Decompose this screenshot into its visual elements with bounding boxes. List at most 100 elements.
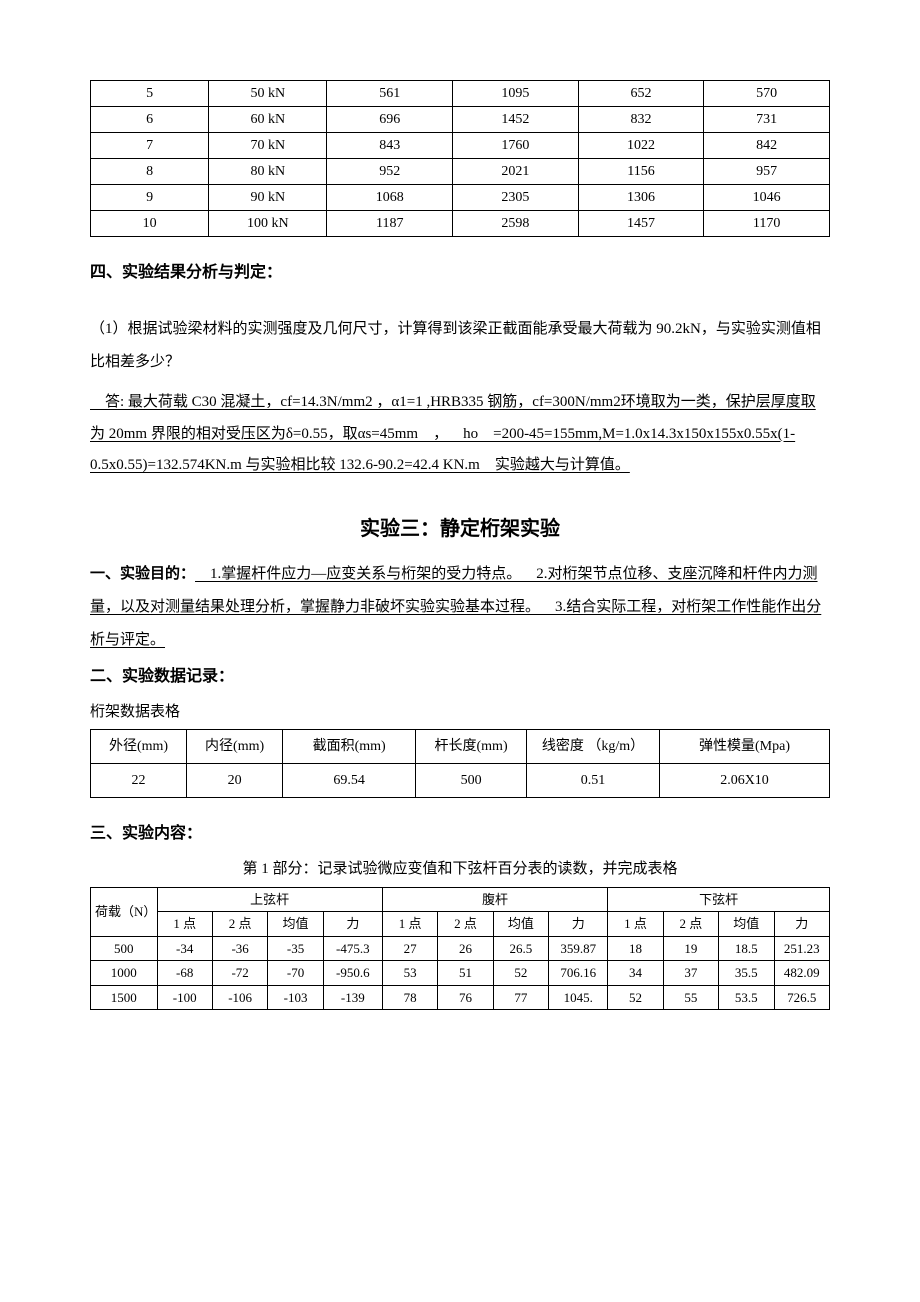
table-row: 880 kN95220211156957 [91,159,830,185]
table-cell: 18.5 [719,936,774,961]
section4-question: （1）根据试验梁材料的实测强度及几何尺寸，计算得到该梁正截面能承受最大荷载为 9… [90,313,830,379]
table-header-cell: 2 点 [438,912,493,937]
table-header-cell: 腹杆 [382,887,607,912]
table-header-cell: 力 [323,912,382,937]
table-cell: 26.5 [493,936,548,961]
table-cell: 55 [663,985,718,1010]
table-cell: 832 [578,107,704,133]
exp3-data-label: 二、实验数据记录： [90,665,830,689]
table-header-cell: 线密度 （kg/m） [526,730,659,764]
exp3-title: 实验三：静定桁架实验 [90,514,830,544]
truss-data-table: 外径(mm)内径(mm)截面积(mm)杆长度(mm)线密度 （kg/m）弹性模量… [90,729,830,798]
table-cell: 1022 [578,133,704,159]
table-cell: 52 [493,961,548,986]
table-cell: 1170 [704,211,830,237]
table-cell: 1045. [549,985,608,1010]
exp3-purpose: 一、实验目的： 1.掌握杆件应力—应变关系与桁架的受力特点。 2.对桁架节点位移… [90,558,830,657]
table-cell: 20 [187,764,283,798]
table-cell: 18 [608,936,663,961]
table-cell: -72 [212,961,267,986]
table-cell: 500 [416,764,527,798]
table-row: 770 kN84317601022842 [91,133,830,159]
table-cell: 957 [704,159,830,185]
table-cell: 6 [91,107,209,133]
table-cell: 1500 [91,985,158,1010]
table-cell: 2305 [453,185,579,211]
table-cell: 1306 [578,185,704,211]
table-header-cell: 上弦杆 [157,887,382,912]
table-cell: -36 [212,936,267,961]
table-header-cell: 均值 [493,912,548,937]
table-cell: 2598 [453,211,579,237]
table-cell: 726.5 [774,985,829,1010]
table-cell: 26 [438,936,493,961]
result-table: 荷载（N）上弦杆腹杆下弦杆1 点2 点均值力1 点2 点均值力1 点2 点均值力… [90,887,830,1011]
table-cell: 7 [91,133,209,159]
table-cell: -475.3 [323,936,382,961]
table-cell: 78 [382,985,437,1010]
table-cell: -70 [268,961,323,986]
table-cell: 0.51 [526,764,659,798]
table-cell: -100 [157,985,212,1010]
table-cell: 500 [91,936,158,961]
table-cell: 77 [493,985,548,1010]
table-cell: 10 [91,211,209,237]
table-cell: 69.54 [283,764,416,798]
table-cell: 9 [91,185,209,211]
table-cell: 80 kN [209,159,327,185]
table-cell: 50 kN [209,81,327,107]
table-cell: 2.06X10 [660,764,830,798]
exp3-purpose-label: 一、实验目的： [90,566,195,582]
table-cell: 1046 [704,185,830,211]
exp3-purpose-text: 1.掌握杆件应力—应变关系与桁架的受力特点。 2.对桁架节点位移、支座沉降和杆件… [90,566,821,648]
table-cell: -68 [157,961,212,986]
table-header-cell: 荷载（N） [91,887,158,936]
table-cell: 52 [608,985,663,1010]
table-header-cell: 力 [549,912,608,937]
table-cell: 70 kN [209,133,327,159]
exp3-content-label: 三、实验内容： [90,822,830,846]
section4-heading: 四、实验结果分析与判定： [90,261,830,285]
table-cell: 1457 [578,211,704,237]
table-cell: 842 [704,133,830,159]
table-row: 660 kN6961452832731 [91,107,830,133]
table-header-cell: 杆长度(mm) [416,730,527,764]
table-header-cell: 2 点 [212,912,267,937]
table-header-cell: 均值 [719,912,774,937]
table-cell: 5 [91,81,209,107]
table-cell: 251.23 [774,936,829,961]
table-header-cell: 外径(mm) [91,730,187,764]
table-cell: 53 [382,961,437,986]
table-header-cell: 内径(mm) [187,730,283,764]
table-row: 500-34-36-35-475.3272626.5359.87181918.5… [91,936,830,961]
table-cell: 696 [327,107,453,133]
table-cell: 1760 [453,133,579,159]
table-cell: 34 [608,961,663,986]
table-row: 1500-100-106-103-1397876771045.525553.57… [91,985,830,1010]
table-cell: -139 [323,985,382,1010]
table-cell: -106 [212,985,267,1010]
table-cell: 561 [327,81,453,107]
table-header-cell: 2 点 [663,912,718,937]
table-cell: 37 [663,961,718,986]
table-cell: 706.16 [549,961,608,986]
table-cell: 90 kN [209,185,327,211]
table-cell: 35.5 [719,961,774,986]
table-cell: 731 [704,107,830,133]
table-cell: 2021 [453,159,579,185]
table-header-cell: 下弦杆 [608,887,830,912]
table-cell: 27 [382,936,437,961]
table-header-cell: 截面积(mm) [283,730,416,764]
table-header-cell: 弹性模量(Mpa) [660,730,830,764]
section4-answer: 答: 最大荷载 C30 混凝土，cf=14.3N/mm2 ，α1=1 ,HRB3… [90,387,830,482]
table-header-cell: 力 [774,912,829,937]
table-row: 990 kN1068230513061046 [91,185,830,211]
table-cell: 100 kN [209,211,327,237]
table-cell: -950.6 [323,961,382,986]
table-cell: 19 [663,936,718,961]
table-cell: 1452 [453,107,579,133]
table-header-cell: 1 点 [157,912,212,937]
table-cell: 76 [438,985,493,1010]
table-cell: 1000 [91,961,158,986]
table-header-cell: 1 点 [608,912,663,937]
